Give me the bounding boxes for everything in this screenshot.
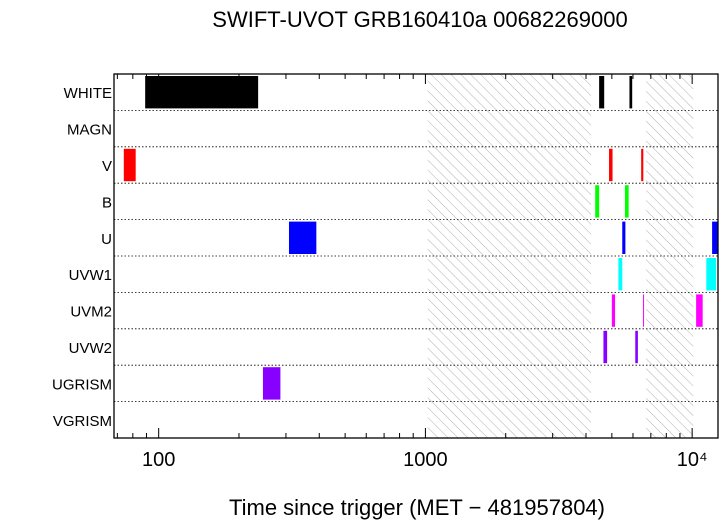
exposure-uvm2-2 bbox=[696, 294, 703, 327]
exposure-u-1 bbox=[622, 221, 626, 254]
exposure-white-0 bbox=[145, 76, 259, 109]
filter-label-b: B bbox=[102, 194, 112, 211]
x-axis-ticks: 100 1000 10⁴ bbox=[116, 74, 708, 471]
row-separators bbox=[114, 110, 718, 403]
x-tick-label-10000: 10⁴ bbox=[677, 449, 708, 471]
exposure-ugrism-0 bbox=[262, 367, 281, 400]
chart-title: SWIFT-UVOT GRB160410a 00682269000 bbox=[212, 7, 627, 32]
filter-label-uvw2: UVW2 bbox=[69, 340, 112, 357]
filter-labels: WHITE MAGN V B U UVW1 UVM2 UVW2 UGRISM VGRISM bbox=[52, 85, 112, 430]
exposure-u-2 bbox=[712, 221, 718, 254]
exposure-b-0 bbox=[595, 185, 600, 218]
filter-label-vgrism: VGRISM bbox=[53, 413, 112, 430]
x-tick-label-1000: 1000 bbox=[403, 449, 448, 471]
filter-label-uvm2: UVM2 bbox=[70, 304, 112, 321]
exposure-v-1 bbox=[609, 148, 613, 182]
x-axis-label: Time since trigger (MET − 481957804) bbox=[229, 495, 605, 520]
exposure-uvw2-1 bbox=[635, 330, 638, 364]
exposure-uvw1-1 bbox=[706, 258, 717, 291]
exposure-uvw1-0 bbox=[618, 258, 623, 291]
exposure-v-2 bbox=[641, 148, 644, 182]
exposure-u-0 bbox=[288, 221, 317, 254]
exposure-uvm2-1 bbox=[643, 294, 645, 327]
exposure-bars bbox=[123, 76, 718, 400]
exposure-uvw2-0 bbox=[603, 330, 608, 364]
filter-label-v: V bbox=[102, 158, 112, 175]
filter-label-uvw1: UVW1 bbox=[69, 267, 112, 284]
exposure-white-2 bbox=[629, 76, 633, 109]
exposure-white-1 bbox=[599, 76, 605, 109]
plot-frame bbox=[113, 73, 719, 439]
filter-label-white: WHITE bbox=[64, 85, 112, 102]
exposure-uvm2-0 bbox=[611, 294, 616, 327]
exposure-b-1 bbox=[624, 185, 629, 218]
filter-label-magn: MAGN bbox=[67, 122, 112, 139]
filter-label-u: U bbox=[101, 231, 112, 248]
x-tick-label-100: 100 bbox=[142, 449, 175, 471]
exposure-v-0 bbox=[123, 148, 136, 182]
filter-label-ugrism: UGRISM bbox=[52, 376, 112, 393]
